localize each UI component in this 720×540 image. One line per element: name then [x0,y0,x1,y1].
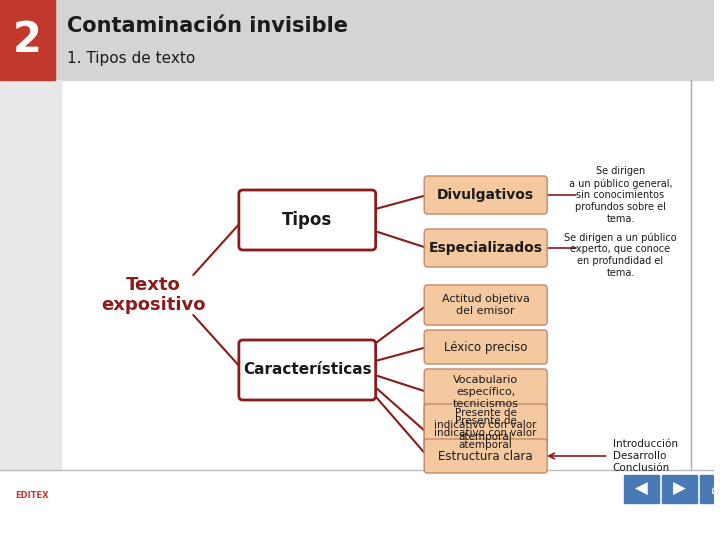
FancyBboxPatch shape [424,285,547,325]
Bar [0,0,714,80]
Text: Presente de
indicativo con valor
atemporal: Presente de indicativo con valor atempor… [434,408,537,442]
Text: 1. Tipos de texto: 1. Tipos de texto [68,51,196,65]
Bar [0,80,61,470]
FancyBboxPatch shape [424,411,547,455]
Text: Especializados: Especializados [428,241,543,255]
Text: Características: Características [243,362,372,377]
Text: ⌂: ⌂ [711,482,720,496]
Text: Texto
expositivo: Texto expositivo [102,275,206,314]
Text: Actitud objetiva
del emisor: Actitud objetiva del emisor [442,294,530,316]
Text: ◀: ◀ [635,480,648,498]
Text: Estructura clara: Estructura clara [438,449,533,462]
Text: Contaminación invisible: Contaminación invisible [68,16,348,36]
Text: Introducción
Desarrollo
Conclusión: Introducción Desarrollo Conclusión [613,440,678,472]
FancyBboxPatch shape [239,190,376,250]
Text: Divulgativos: Divulgativos [437,188,534,202]
FancyBboxPatch shape [424,330,547,364]
Text: ▶: ▶ [672,480,685,498]
Text: Se dirigen a un público
experto, que conoce
en profundidad el
tema.: Se dirigen a un público experto, que con… [564,232,677,278]
FancyBboxPatch shape [239,340,376,400]
Bar [700,475,720,503]
FancyBboxPatch shape [424,369,547,415]
Text: Léxico preciso: Léxico preciso [444,341,527,354]
Text: Tipos: Tipos [282,211,333,229]
Bar [624,475,659,503]
Text: Se dirigen
a un público general,
sin conocimientos
profundos sobre el
tema.: Se dirigen a un público general, sin con… [569,166,672,224]
Text: Vocabulario
específico,
tecnicismos: Vocabulario específico, tecnicismos [453,375,518,409]
Text: EDITEX: EDITEX [15,490,48,500]
FancyBboxPatch shape [424,404,547,446]
FancyBboxPatch shape [424,439,547,473]
Bar [0,0,55,80]
FancyBboxPatch shape [424,176,547,214]
Text: Presente de
indicativo con valor
atemporal: Presente de indicativo con valor atempor… [434,416,537,450]
Bar [662,475,697,503]
FancyBboxPatch shape [424,229,547,267]
Text: 2: 2 [12,19,41,61]
